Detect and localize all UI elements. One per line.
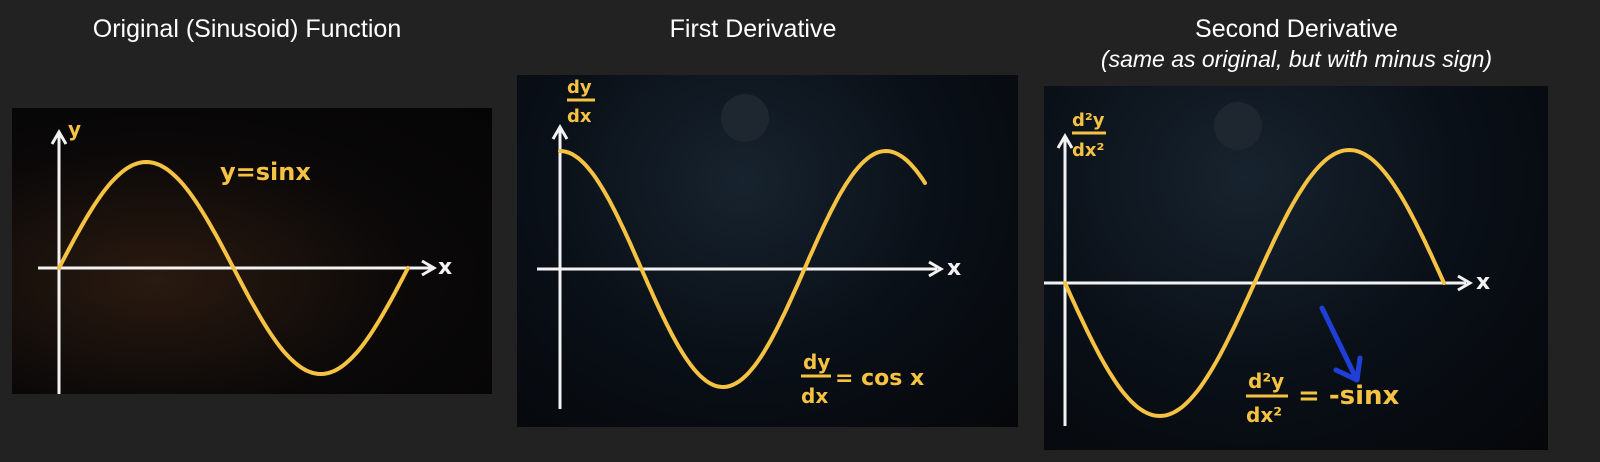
x-axis-arrowhead xyxy=(421,259,437,277)
cosine-graph-panel: x dy dx dy dx = cos x xyxy=(517,75,1018,427)
x-axis-label: x xyxy=(438,255,452,280)
cosine-label-rhs: = cos x xyxy=(835,366,924,391)
cosine-graph: x dy dx dy dx = cos x xyxy=(537,77,961,409)
negative-sine-curve xyxy=(1063,147,1446,419)
cosine-label-denominator: dx xyxy=(801,384,828,408)
pointer-arrow-head xyxy=(1333,355,1363,383)
panel-3-title: Second Derivative xyxy=(1195,15,1398,43)
y-axis-arrowhead xyxy=(551,124,569,140)
negative-sine-label-numerator: d²y xyxy=(1248,369,1284,393)
panel-2-title: First Derivative xyxy=(669,15,837,43)
x-axis-label: x xyxy=(947,256,961,281)
y-axis-label-denominator: dx xyxy=(567,106,592,127)
sine-graph-panel: x y y=sinx xyxy=(12,108,492,394)
x-axis-label: x xyxy=(1476,270,1490,295)
y-axis-label: y xyxy=(68,117,81,141)
y-axis-label-numerator: d²y xyxy=(1072,110,1105,131)
sine-curve-label: y=sinx xyxy=(220,158,311,186)
y-axis-label-numerator: dy xyxy=(567,77,592,98)
negative-sine-label-denominator: dx² xyxy=(1246,403,1282,427)
negative-sine-graph-panel: x d²y dx² d²y dx² = -sinx xyxy=(1044,86,1548,450)
negative-sine-graph: x d²y dx² d²y dx² = -sinx xyxy=(1044,102,1490,427)
x-axis-arrowhead xyxy=(1457,274,1473,292)
negative-sine-label-rhs: = -sinx xyxy=(1298,381,1400,411)
sine-curve xyxy=(57,159,410,377)
pointer-arrow-shaft xyxy=(1319,305,1358,379)
cosine-curve xyxy=(558,148,927,390)
y-axis-arrowhead xyxy=(1056,133,1074,149)
y-axis-arrowhead xyxy=(50,129,68,145)
background-lamp xyxy=(1214,102,1262,150)
panel-1-title: Original (Sinusoid) Function xyxy=(92,15,402,43)
panel-3-subtitle: (same as original, but with minus sign) xyxy=(1100,46,1493,72)
y-axis-label-denominator: dx² xyxy=(1072,140,1104,161)
x-axis-arrowhead xyxy=(928,260,944,278)
sine-graph: x y y=sinx xyxy=(38,117,452,394)
cosine-label-numerator: dy xyxy=(803,350,830,374)
background-lamp xyxy=(721,94,769,142)
